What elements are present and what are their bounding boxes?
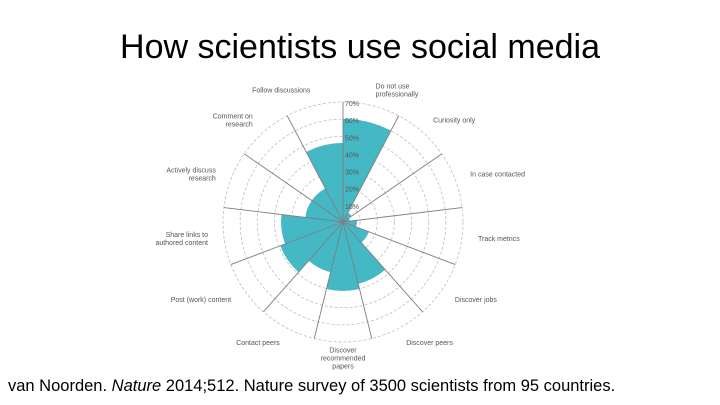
category-label-line: Actively discuss xyxy=(166,167,216,174)
spoke-line xyxy=(342,221,456,265)
spoke-line xyxy=(223,207,344,223)
chart-spokes xyxy=(223,102,463,339)
category-label-line: Share links to xyxy=(166,232,209,239)
category-label: Actively discuss research xyxy=(166,167,216,182)
grid-circle xyxy=(256,135,430,309)
radial-tick-label: 60% xyxy=(345,118,359,125)
radial-tick-label: 10% xyxy=(345,204,359,211)
spoke-line xyxy=(342,221,423,313)
chart-wedges xyxy=(280,118,392,291)
category-label: Curiosity only xyxy=(433,118,476,125)
category-label-line: Discover peers xyxy=(406,340,453,347)
category-label-line: authored content xyxy=(155,240,208,247)
category-labels: Do not use professionally Curiosity only In… xyxy=(155,83,525,370)
radial-tick-label: 40% xyxy=(345,152,359,159)
category-label-line: In case contacted xyxy=(470,171,525,178)
category-label: Follow discussions xyxy=(252,87,311,94)
spoke-line xyxy=(243,153,344,223)
category-label: Post (work) content xyxy=(171,297,231,304)
category-label: Discover recommended papers xyxy=(321,348,366,371)
category-label: Contact peers xyxy=(236,340,280,347)
radial-tick-label: 70% xyxy=(345,101,359,108)
category-label: Comment on research xyxy=(213,114,253,129)
citation-journal: Nature xyxy=(111,377,162,395)
category-label: In case contacted xyxy=(470,171,525,178)
spoke-line xyxy=(342,207,463,223)
radial-tick-label: 20% xyxy=(345,187,359,194)
spoke-line xyxy=(313,221,344,339)
category-label-line: research xyxy=(226,122,253,129)
category-label: Share links to authored content xyxy=(155,232,208,247)
category-label-line: Discover xyxy=(329,348,357,355)
spoke-line xyxy=(263,221,344,313)
category-label-line: Follow discussions xyxy=(252,87,311,94)
category-label-line: Discover jobs xyxy=(455,297,498,304)
category-label-line: Curiosity only xyxy=(433,118,476,125)
citation-details: 2014;512. Nature survey of 3500 scientis… xyxy=(161,377,616,395)
spoke-line xyxy=(286,115,344,223)
spoke-line xyxy=(342,115,400,223)
citation: van Noorden. Nature 2014;512. Nature sur… xyxy=(8,377,615,396)
slide-title: How scientists use social media xyxy=(120,28,600,66)
category-label-line: Comment on xyxy=(213,114,253,121)
category-label-line: Do not use xyxy=(376,83,410,90)
category-label: Track metrics xyxy=(478,236,520,243)
category-label-line: professionally xyxy=(376,91,419,98)
category-label: Do not use professionally xyxy=(376,83,419,98)
citation-authors: van Noorden. xyxy=(8,377,112,395)
category-label-line: Contact peers xyxy=(236,340,280,347)
radial-tick-labels: 10% 20% 30% 40% 50% 60% 70% xyxy=(345,101,359,211)
spoke-line xyxy=(230,221,344,265)
category-label-line: recommended xyxy=(321,356,366,363)
category-label-line: papers xyxy=(332,364,354,371)
category-label-line: Post (work) content xyxy=(171,297,231,304)
radial-tick-label: 30% xyxy=(345,170,359,177)
category-label: Discover jobs xyxy=(455,297,498,304)
spoke-line xyxy=(342,221,373,339)
category-label: Discover peers xyxy=(406,340,453,347)
category-label-line: Track metrics xyxy=(478,236,520,243)
grid-circle xyxy=(239,118,447,326)
spoke-line xyxy=(342,153,443,223)
radial-tick-label: 50% xyxy=(345,135,359,142)
category-label-line: research xyxy=(189,175,216,182)
